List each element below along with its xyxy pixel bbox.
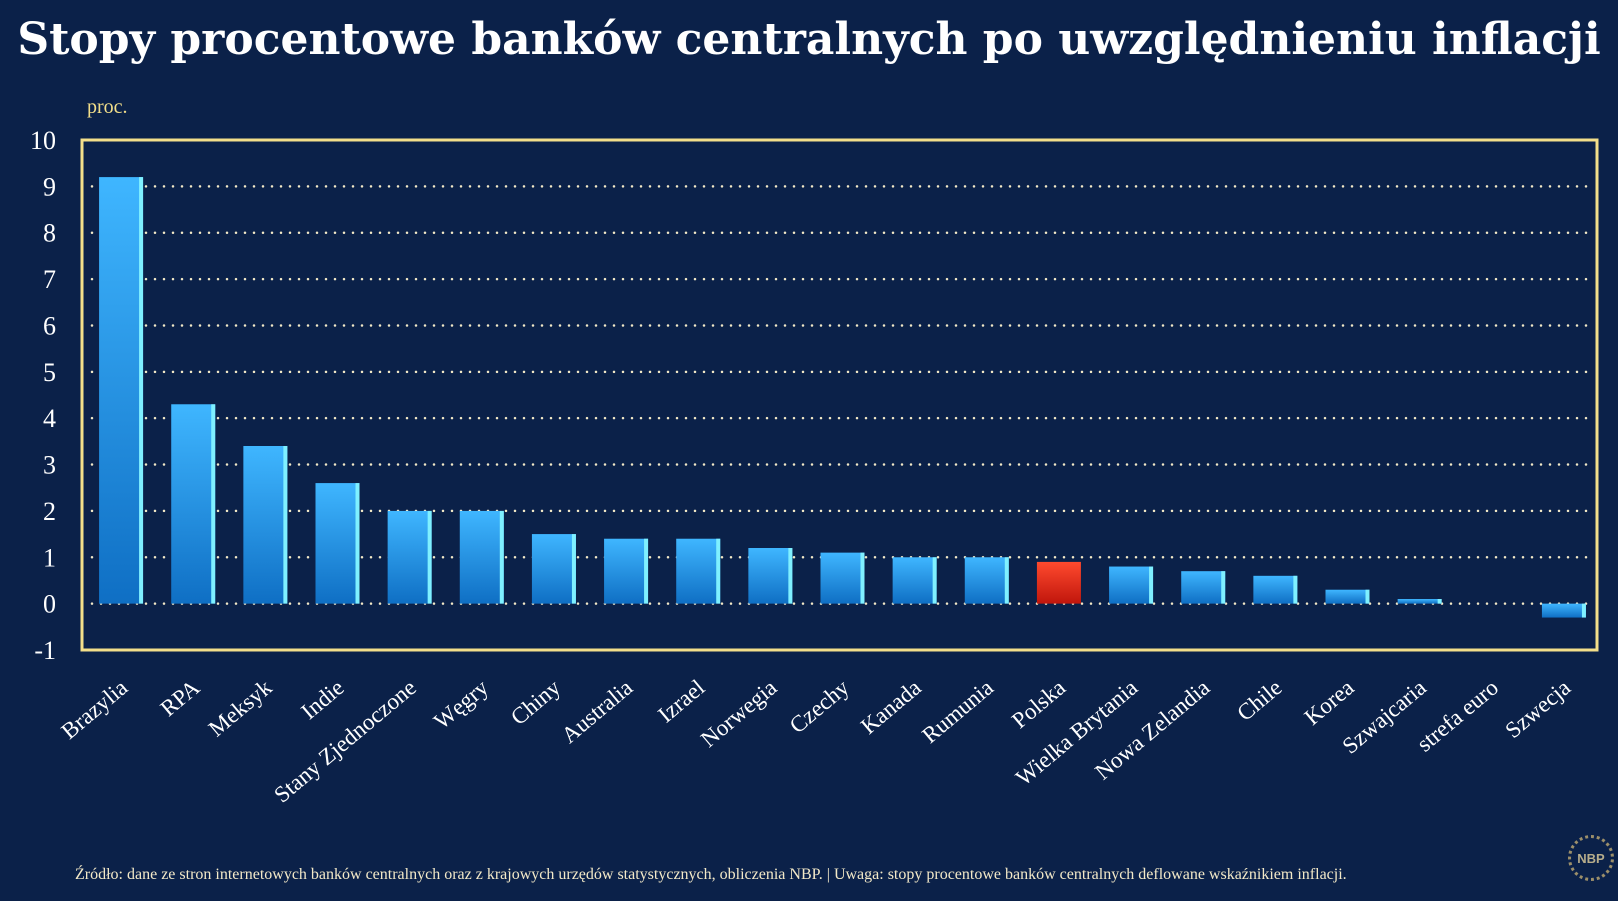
- bar-chiny: [531, 534, 576, 604]
- y-tick-label: 3: [43, 451, 56, 480]
- x-tick-label: Indie: [296, 675, 348, 725]
- bar-highlight-edge: [788, 548, 793, 604]
- bar-rumunia: [964, 557, 1009, 604]
- nbp-logo: NBP: [1568, 835, 1614, 881]
- x-tick-label: Szwecja: [1500, 675, 1575, 743]
- x-tick-label: Australia: [557, 675, 638, 748]
- bar-chile: [1253, 575, 1298, 604]
- x-tick-label: Chile: [1232, 675, 1286, 726]
- x-tick-label: Wielka Brytania: [1011, 675, 1142, 791]
- bar-highlight-edge: [1581, 603, 1586, 618]
- bar-highlight-edge: [571, 534, 576, 604]
- bar-highlight-edge: [1365, 589, 1370, 604]
- x-tick-label: Izrael: [653, 675, 709, 728]
- x-tick-label: RPA: [156, 674, 205, 721]
- source-note: Źródło: dane ze stron internetowych bank…: [75, 866, 1347, 883]
- bar-meksyk: [243, 446, 288, 604]
- x-tick-label: Kanada: [856, 675, 926, 739]
- x-tick-label: Meksyk: [204, 674, 277, 741]
- bar-izrael: [676, 538, 721, 604]
- y-tick-label: 0: [43, 590, 56, 619]
- x-tick-label: strefa euro: [1412, 675, 1503, 757]
- chart-title: Stopy procentowe banków centralnych po u…: [17, 14, 1601, 65]
- y-axis-label: proc.: [87, 96, 128, 118]
- y-tick-label: 2: [43, 497, 56, 526]
- y-tick-label: 9: [43, 172, 56, 201]
- bar-szwajcaria: [1397, 599, 1442, 604]
- bar-highlight-edge: [427, 510, 432, 604]
- bar-highlight-edge: [1221, 571, 1226, 604]
- bar-highlight-edge: [355, 483, 360, 604]
- x-tick-label: Rumunia: [917, 675, 998, 748]
- bar-węgry: [459, 510, 504, 604]
- bar-highlight-edge: [211, 404, 216, 604]
- bar-highlight-edge: [139, 177, 144, 604]
- bar-highlight-edge: [1437, 599, 1442, 604]
- bar-highlight-edge: [716, 538, 721, 604]
- bar-highlight-edge: [1004, 557, 1009, 604]
- bar-australia: [604, 538, 649, 604]
- bar-indie: [315, 483, 360, 604]
- y-tick-label: 6: [43, 311, 56, 340]
- plot-frame: [80, 138, 1599, 652]
- bar-highlight-edge: [1149, 566, 1154, 604]
- y-tick-label: 8: [43, 219, 56, 248]
- x-tick-label: Norwegia: [696, 675, 782, 752]
- y-tick-label: 7: [43, 265, 56, 294]
- x-tick-label: Korea: [1300, 675, 1359, 730]
- bar-stany-zjednoczone: [387, 510, 432, 604]
- y-tick-label: 1: [43, 543, 56, 572]
- y-tick-label: 4: [43, 404, 56, 433]
- bar-highlight-edge: [1293, 575, 1298, 604]
- bar-highlight-edge: [932, 557, 937, 604]
- bar-kanada: [892, 557, 937, 604]
- y-tick-label: 10: [30, 126, 56, 155]
- bar-highlight-edge: [283, 446, 288, 604]
- bar-rpa: [171, 404, 216, 604]
- x-tick-label: Chiny: [506, 674, 566, 730]
- bar-norwegia: [748, 548, 793, 604]
- bar-szwecja: [1541, 603, 1586, 618]
- y-tick-label: -1: [34, 636, 56, 665]
- bar-brazylia: [99, 177, 144, 604]
- bar-highlight-edge: [499, 510, 504, 604]
- bar-nowa-zelandia: [1181, 571, 1226, 604]
- x-tick-label: Brazylia: [57, 675, 133, 744]
- y-tick-label: 5: [43, 358, 56, 387]
- bar-korea: [1325, 589, 1370, 604]
- x-tick-label: Węgry: [429, 674, 493, 734]
- bar-highlight-edge: [860, 552, 865, 604]
- x-tick-label: Polska: [1007, 675, 1070, 734]
- bar-wielka-brytania: [1109, 566, 1154, 604]
- x-tick-label: Czechy: [785, 674, 854, 738]
- bar-czechy: [820, 552, 865, 604]
- bar-polska: [1036, 561, 1081, 604]
- bar-highlight-edge: [644, 538, 649, 604]
